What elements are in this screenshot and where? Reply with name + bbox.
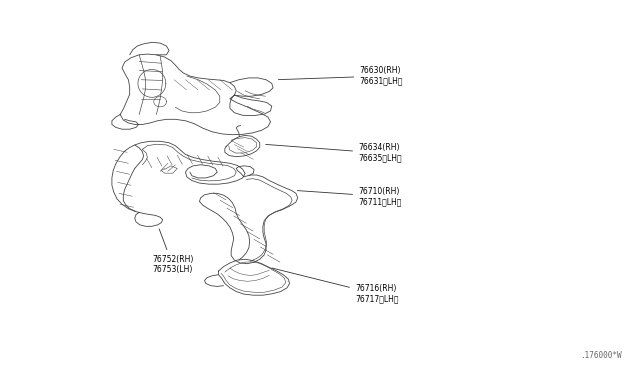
Text: .176000*W: .176000*W [580,351,621,360]
Text: 76716(RH)
76717〈LH〉: 76716(RH) 76717〈LH〉 [272,268,398,304]
Text: 76710(RH)
76711〈LH〉: 76710(RH) 76711〈LH〉 [298,187,401,206]
Text: 76752(RH)
76753(LH): 76752(RH) 76753(LH) [152,229,193,275]
Text: 76634(RH)
76635〈LH〉: 76634(RH) 76635〈LH〉 [266,143,402,163]
Text: 76630(RH)
76631〈LH〉: 76630(RH) 76631〈LH〉 [278,66,403,86]
